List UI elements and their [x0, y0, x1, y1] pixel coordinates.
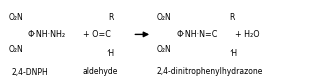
- Text: + O=C: + O=C: [83, 30, 111, 39]
- Text: O₂N: O₂N: [8, 13, 23, 22]
- Text: 2,4-DNPH: 2,4-DNPH: [11, 68, 48, 76]
- Text: O₂N: O₂N: [8, 45, 23, 54]
- Text: O₂N: O₂N: [156, 13, 171, 22]
- Text: O₂N: O₂N: [156, 45, 171, 54]
- Text: ʼH: ʼH: [229, 49, 237, 58]
- Text: aldehyde: aldehyde: [82, 68, 117, 76]
- Text: + H₂O: + H₂O: [235, 30, 259, 39]
- Text: Φ·NH·N=C: Φ·NH·N=C: [177, 30, 218, 39]
- Text: Φ·NH·NH₂: Φ·NH·NH₂: [28, 30, 66, 39]
- Text: R: R: [108, 13, 113, 22]
- Text: R: R: [229, 13, 234, 22]
- Text: 2,4-dinitrophenylhydrazone: 2,4-dinitrophenylhydrazone: [156, 68, 263, 76]
- Text: ʼH: ʼH: [107, 49, 115, 58]
